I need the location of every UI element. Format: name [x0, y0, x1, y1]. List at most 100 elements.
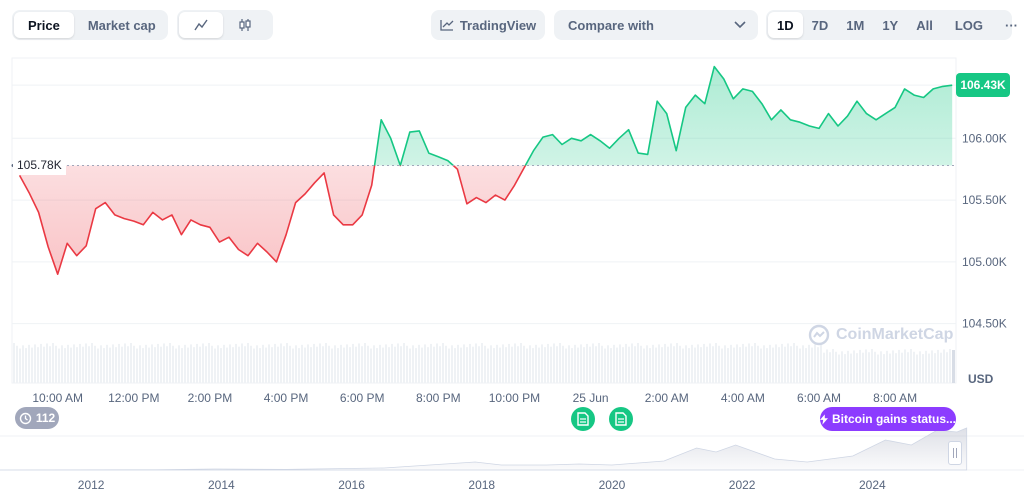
- volume-bar: [910, 349, 912, 383]
- volume-bar: [640, 345, 642, 383]
- volume-bar: [769, 344, 771, 383]
- news-event-marker[interactable]: [571, 407, 595, 431]
- volume-bar: [592, 343, 594, 383]
- volume-bar: [883, 354, 885, 383]
- volume-bar: [682, 348, 684, 383]
- volume-bar: [253, 348, 255, 383]
- volume-bar: [85, 343, 87, 383]
- volume-bar: [460, 347, 462, 383]
- area-above-reference: [374, 66, 953, 166]
- y-tick-label: 105.50K: [962, 193, 1007, 207]
- volume-bar: [64, 348, 66, 383]
- volume-bar: [463, 344, 465, 383]
- volume-bar: [907, 352, 909, 383]
- volume-bar: [487, 348, 489, 383]
- volume-bar: [163, 343, 165, 383]
- volume-bar: [373, 345, 375, 383]
- price-line: [18, 65, 953, 276]
- more-options-button[interactable]: ···: [1005, 17, 1019, 33]
- volume-bar: [58, 348, 60, 383]
- volume-bar: [832, 349, 834, 383]
- volume-bar: [382, 347, 384, 383]
- volume-bar: [562, 345, 564, 383]
- volume-bar: [745, 346, 747, 383]
- volume-bar: [814, 344, 816, 383]
- range-1y-button[interactable]: 1Y: [882, 17, 899, 33]
- volume-bar: [208, 343, 210, 383]
- volume-bar: [103, 348, 105, 383]
- volume-bar: [757, 345, 759, 383]
- volume-bar: [472, 346, 474, 383]
- volume-bar: [466, 347, 468, 383]
- volume-bar: [823, 352, 825, 383]
- volume-bar: [244, 346, 246, 383]
- range-1m-button[interactable]: 1M: [846, 17, 865, 33]
- navigator-handle[interactable]: [948, 441, 962, 465]
- volume-bar: [178, 345, 180, 383]
- volume-bar: [847, 350, 849, 383]
- volume-bar: [838, 354, 840, 383]
- status-event-pill[interactable]: Bitcoin gains status...: [820, 407, 956, 431]
- volume-bar: [559, 343, 561, 383]
- volume-bar: [934, 353, 936, 383]
- lightning-icon: [820, 413, 828, 425]
- volume-bar: [202, 343, 204, 383]
- volume-bar: [448, 348, 450, 383]
- chart-toolbar: Price Market cap TradingView Compare wit…: [12, 10, 1018, 42]
- chart-mode-toggle: [177, 10, 273, 40]
- volume-bar: [595, 346, 597, 383]
- volume-bar: [706, 346, 708, 383]
- volume-bar: [820, 343, 822, 383]
- volume-bar: [724, 345, 726, 383]
- volume-bar: [646, 345, 648, 383]
- volume-bar: [475, 343, 477, 383]
- volume-bar: [37, 347, 39, 383]
- log-scale-button[interactable]: LOG: [954, 17, 984, 33]
- range-7d-button[interactable]: 7D: [811, 17, 829, 33]
- volume-bar: [199, 346, 201, 383]
- volume-bar: [580, 344, 582, 383]
- volume-bar: [655, 347, 657, 383]
- x-tick-label: 12:00 PM: [108, 391, 159, 405]
- compare-with-dropdown[interactable]: Compare with: [554, 10, 758, 40]
- price-tab[interactable]: Price: [14, 12, 74, 38]
- candlestick-button[interactable]: [223, 12, 267, 38]
- x-tick-label: 2:00 PM: [188, 391, 233, 405]
- volume-bar: [505, 347, 507, 383]
- volume-bar: [583, 347, 585, 383]
- volume-bar: [280, 343, 282, 383]
- line-chart-button[interactable]: [179, 12, 223, 38]
- range-1d-button[interactable]: 1D: [768, 12, 803, 38]
- volume-bar: [442, 343, 444, 383]
- volume-bar: [61, 345, 63, 383]
- range-all-button[interactable]: All: [916, 17, 933, 33]
- y-tick-label: 105.00K: [962, 255, 1007, 269]
- range-navigator[interactable]: 2012 2014 2016 2018 2020 2022 2024: [0, 427, 1024, 492]
- events-count-badge[interactable]: 112: [15, 407, 59, 429]
- volume-bar: [19, 348, 21, 383]
- volume-bar: [634, 346, 636, 383]
- volume-bar: [946, 352, 948, 383]
- volume-bar: [100, 345, 102, 383]
- volume-bar: [181, 348, 183, 383]
- volume-bar: [187, 347, 189, 383]
- volume-bar: [385, 344, 387, 383]
- volume-bar: [190, 344, 192, 383]
- volume-bar: [436, 343, 438, 383]
- market-cap-tab[interactable]: Market cap: [87, 17, 156, 33]
- volume-bar: [115, 347, 117, 383]
- volume-bar: [268, 344, 270, 383]
- volume-bar: [274, 343, 276, 383]
- volume-bar: [451, 345, 453, 383]
- volume-bar: [31, 347, 33, 383]
- volume-bar: [826, 349, 828, 383]
- x-tick-label: 6:00 PM: [340, 391, 385, 405]
- volume-bar: [943, 349, 945, 383]
- news-event-marker[interactable]: [609, 407, 633, 431]
- volume-bar: [715, 343, 717, 383]
- tradingview-button[interactable]: TradingView: [431, 10, 545, 40]
- volume-bar: [796, 345, 798, 383]
- volume-bar: [628, 346, 630, 383]
- navigator-year-label: 2016: [338, 478, 365, 492]
